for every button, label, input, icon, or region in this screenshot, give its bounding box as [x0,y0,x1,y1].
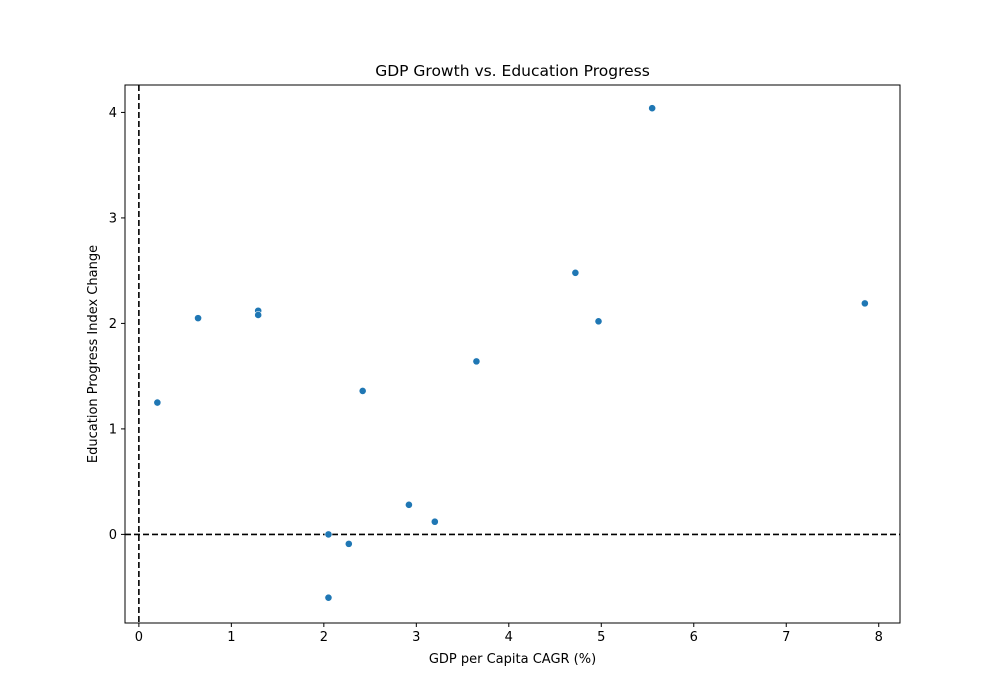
x-axis-ticks: 0 1 2 3 4 5 6 7 8 [135,623,883,645]
data-point [324,530,333,539]
data-point [358,387,367,395]
data-point [153,398,162,407]
data-point [430,517,439,526]
data-point [254,311,263,319]
x-axis-label: GDP per Capita CAGR (%) [429,652,596,667]
data-point [344,539,353,548]
x-tick-label: 0 [135,630,143,645]
x-tick-label: 2 [320,630,328,645]
x-tick-label: 5 [597,630,605,645]
data-point [324,593,333,602]
y-tick-label: 4 [109,106,117,121]
data-point [860,299,869,308]
x-tick-label: 3 [412,630,420,645]
data-point [571,268,580,277]
y-tick-label: 1 [109,422,117,437]
plot-frame [124,84,901,624]
x-tick-label: 4 [505,630,513,645]
x-tick-label: 7 [782,630,790,645]
data-point [405,500,413,509]
data-points [153,104,869,602]
plot-area [124,84,901,624]
data-point [194,314,202,323]
y-tick-label: 2 [109,317,117,332]
data-point [472,357,481,366]
y-axis-label: Education Progress Index Change [86,245,101,463]
y-tick-label: 3 [109,211,117,226]
x-tick-label: 8 [875,630,883,645]
x-tick-label: 6 [690,630,698,645]
x-tick-label: 1 [227,630,235,645]
data-point [648,104,657,113]
chart-title: GDP Growth vs. Education Progress [375,62,650,80]
reference-lines [125,85,900,623]
y-tick-label: 0 [109,528,117,543]
y-axis-ticks: 0 1 2 3 4 [109,106,125,543]
data-point [594,317,603,326]
